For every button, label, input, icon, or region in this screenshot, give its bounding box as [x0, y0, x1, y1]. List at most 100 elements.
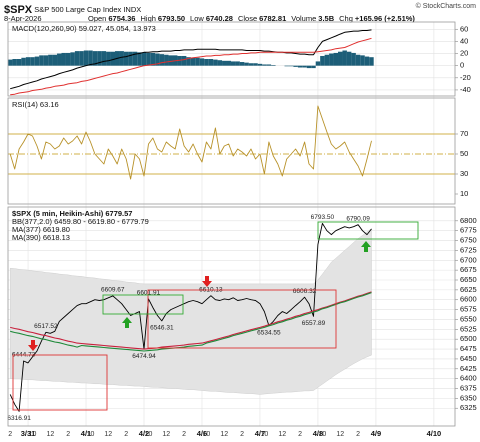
y-tick-label: 6375 [460, 383, 477, 392]
histogram-bar [52, 54, 58, 66]
histogram-bar [288, 65, 294, 67]
annotations [12, 221, 419, 411]
quote-value: 6782.81 [259, 14, 286, 23]
y-tick-label: 6425 [460, 364, 477, 373]
y-tick-label: -40 [460, 85, 471, 94]
legend-entry: MA(390) 6618.13 [12, 233, 70, 242]
histogram-bar [155, 53, 160, 66]
histogram-bar [311, 65, 316, 69]
price-label: 6557.89 [302, 320, 326, 327]
histogram-bar [43, 55, 49, 66]
histogram-bar [306, 65, 312, 69]
histogram-bar [106, 51, 111, 66]
panel-frame [7, 21, 456, 97]
red-box [147, 289, 337, 349]
x-date-label: 4/10 [427, 429, 442, 438]
histogram-bar [123, 51, 129, 66]
histogram-bar [39, 55, 44, 66]
panel-title: $SPX (5 min, Heikin-Ashi) 6779.57 [12, 209, 132, 218]
quote-label: Volume [291, 14, 316, 23]
histogram-bar [230, 61, 236, 66]
quote-label: Close [238, 14, 257, 23]
histogram-bar [333, 52, 339, 66]
histogram-bar [253, 63, 258, 66]
histogram-bar [57, 53, 62, 66]
y-tick-label: 6650 [460, 275, 477, 284]
y-tick-label: 6750 [460, 236, 477, 245]
x-hour-label: 12 [278, 431, 286, 438]
histogram-bar [74, 51, 80, 66]
moving-average-line [10, 292, 372, 352]
x-hour-label: 2 [182, 431, 186, 438]
histogram-bar [262, 64, 267, 66]
histogram-bar [355, 54, 361, 66]
histogram-bar [351, 52, 356, 66]
histogram-bar [266, 64, 272, 66]
histogram-bar [97, 51, 102, 66]
quote-value: +165.96 (+2.51%) [355, 14, 416, 23]
x-date-label: 3/31 [21, 429, 36, 438]
histogram-bar [181, 55, 187, 66]
x-hour-label: 10 [29, 431, 37, 438]
histogram-bar [338, 51, 343, 66]
legend-entry: BB(377,2.0) 6459.80 - 6619.80 - 6779.79 [12, 217, 149, 226]
quote-label: High [140, 14, 155, 23]
histogram-bar [101, 51, 107, 66]
x-hour-label: 12 [46, 431, 54, 438]
histogram-bar [320, 55, 325, 66]
legend-entry: MA(377) 6619.80 [12, 225, 70, 234]
quote-label: Low [190, 14, 204, 23]
histogram-bar [146, 52, 151, 66]
y-tick-label: 6450 [460, 354, 477, 363]
y-tick-label: 40 [460, 36, 468, 45]
symbol: $SPX [4, 4, 33, 16]
x-hour-label: 2 [124, 431, 128, 438]
histogram-bar [12, 59, 17, 66]
histogram-bar [199, 58, 205, 66]
green-box [317, 221, 419, 240]
price-label: 6474.94 [132, 353, 156, 360]
price-label: 6316.91 [7, 415, 31, 422]
x-hour-label: 2 [66, 431, 70, 438]
down-arrow [28, 340, 38, 351]
y-tick-label: 50 [460, 149, 468, 158]
y-tick-label: 6400 [460, 374, 477, 383]
histogram-bar [239, 62, 245, 66]
rsi-line [9, 105, 372, 180]
x-date-label: 4/2 [139, 429, 149, 438]
histogram-bar [168, 55, 173, 66]
moving-average-line [10, 291, 372, 350]
x-hour-label: 12 [162, 431, 170, 438]
quote-value: 6793.50 [158, 14, 185, 23]
y-tick-label: 20 [460, 49, 468, 58]
credit: © StockCharts.com [416, 2, 477, 10]
price-label: 6790.09 [346, 215, 370, 222]
y-tick-label: 6600 [460, 295, 477, 304]
price-label: 6793.50 [311, 214, 335, 221]
signal-line [10, 37, 372, 96]
x-hour-label: 10 [319, 431, 327, 438]
histogram-bar [329, 53, 334, 66]
panel-frame [7, 97, 456, 205]
histogram-bar [177, 55, 182, 66]
macd-line [10, 29, 372, 90]
quote-value: 3.5B [318, 14, 334, 23]
panel-title: RSI(14) 63.16 [12, 100, 59, 109]
histogram-bar [293, 65, 298, 67]
histogram-bar [65, 52, 71, 66]
histogram-bar [7, 59, 13, 66]
histogram-bar [195, 57, 200, 66]
histogram-bar [297, 65, 303, 68]
y-tick-label: 60 [460, 24, 468, 33]
histogram-bar [83, 50, 89, 66]
exchange: INDX [123, 5, 141, 14]
y-tick-label: 6725 [460, 245, 477, 254]
histogram-bar [70, 52, 75, 66]
x-hour-label: 12 [220, 431, 228, 438]
down-arrow [202, 276, 212, 287]
price-label: 6517.52 [34, 323, 58, 330]
y-tick-label: 6775 [460, 226, 477, 235]
quote-value: 6740.28 [206, 14, 233, 23]
x-hour-label: 12 [336, 431, 344, 438]
histogram-bar [30, 57, 35, 66]
